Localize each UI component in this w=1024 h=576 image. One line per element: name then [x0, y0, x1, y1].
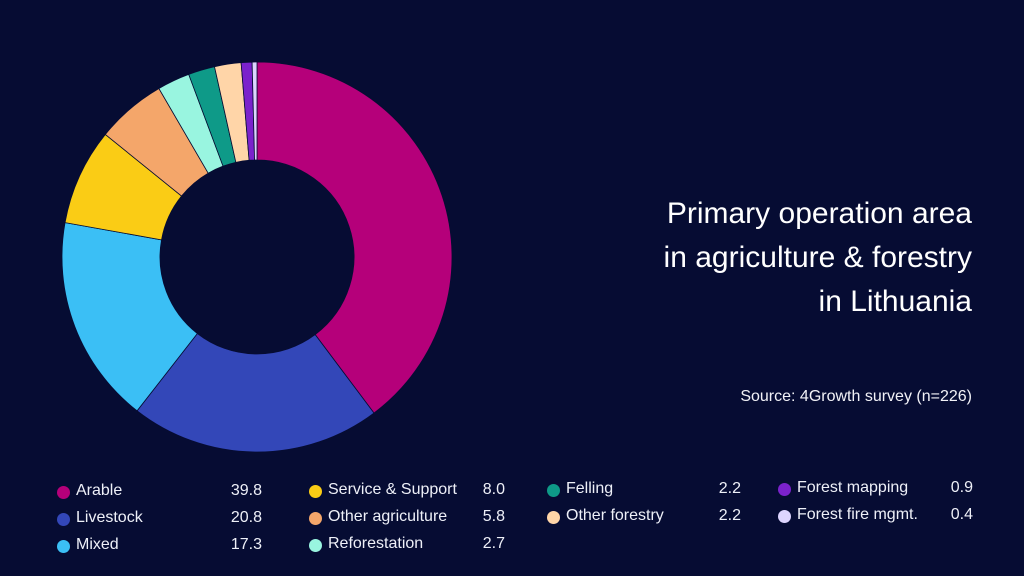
- legend-value: 2.2: [718, 480, 741, 497]
- legend-swatch: [57, 540, 70, 553]
- legend-item: Forest fire mgmt. 0.4: [778, 506, 973, 526]
- legend-item: Arable 39.8: [57, 482, 262, 502]
- legend-label: Reforestation: [328, 535, 424, 552]
- legend-label: Arable: [76, 482, 123, 499]
- legend-label: Service & Support: [328, 481, 457, 498]
- legend-item: Mixed 17.3: [57, 536, 262, 556]
- donut-slice-forest-fire-mgmt: [251, 61, 258, 161]
- legend-label: Livestock: [76, 509, 143, 526]
- legend-label: Felling: [566, 480, 614, 497]
- legend-value: 39.8: [230, 482, 262, 499]
- legend-item: Forest mapping 0.9: [778, 479, 973, 499]
- legend-swatch: [57, 486, 70, 499]
- chart-title: Primary operation area in agriculture & …: [664, 192, 972, 324]
- legend-swatch: [309, 512, 322, 525]
- legend-swatch: [57, 513, 70, 526]
- legend-item: Livestock 20.8: [57, 509, 262, 529]
- legend-label: Other forestry: [566, 507, 664, 524]
- legend-label: Forest fire mgmt.: [797, 506, 918, 523]
- legend-value: 2.7: [482, 535, 505, 552]
- donut-slice-livestock: [136, 332, 375, 453]
- legend-item: Reforestation 2.7: [309, 535, 505, 555]
- chart-title-line: Primary operation area: [666, 197, 972, 230]
- legend-label: Other agriculture: [328, 508, 448, 525]
- donut-chart: [61, 61, 453, 453]
- legend-value: 0.4: [950, 506, 973, 523]
- legend-label: Mixed: [76, 536, 119, 553]
- legend-swatch: [309, 539, 322, 552]
- legend-value: 20.8: [230, 509, 262, 526]
- legend-item: Service & Support 8.0: [309, 481, 505, 501]
- legend-item: Other forestry 2.2: [547, 507, 741, 527]
- legend-swatch: [778, 510, 791, 523]
- legend-swatch: [547, 511, 560, 524]
- legend-swatch: [309, 485, 322, 498]
- donut-slice-mixed: [61, 222, 198, 412]
- legend-value: 5.8: [482, 508, 505, 525]
- chart-title-line: in agriculture & forestry: [663, 241, 972, 274]
- legend-swatch: [778, 483, 791, 496]
- chart-title-line: in Lithuania: [818, 285, 972, 318]
- legend-item: Other agriculture 5.8: [309, 508, 505, 528]
- legend-value: 17.3: [230, 536, 262, 553]
- legend-value: 2.2: [718, 507, 741, 524]
- legend-label: Forest mapping: [797, 479, 909, 496]
- legend-item: Felling 2.2: [547, 480, 741, 500]
- source-note: Source: 4Growth survey (n=226): [740, 388, 972, 405]
- legend-value: 0.9: [950, 479, 973, 496]
- donut-slice-arable: [256, 61, 453, 414]
- legend-swatch: [547, 484, 560, 497]
- legend-value: 8.0: [482, 481, 505, 498]
